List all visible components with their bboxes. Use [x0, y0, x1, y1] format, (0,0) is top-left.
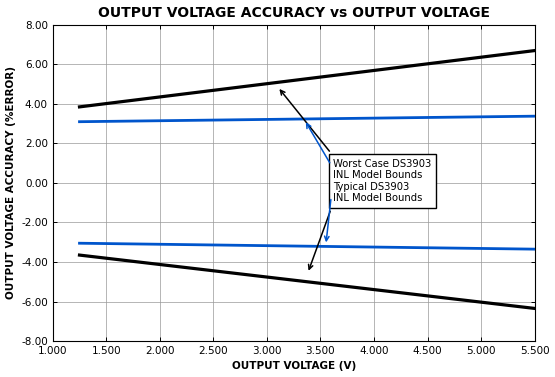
Text: Worst Case DS3903
INL Model Bounds
Typical DS3903
INL Model Bounds: Worst Case DS3903 INL Model Bounds Typic… — [334, 159, 432, 203]
Title: OUTPUT VOLTAGE ACCURACY vs OUTPUT VOLTAGE: OUTPUT VOLTAGE ACCURACY vs OUTPUT VOLTAG… — [98, 6, 490, 20]
X-axis label: OUTPUT VOLTAGE (V): OUTPUT VOLTAGE (V) — [231, 362, 356, 371]
Y-axis label: OUTPUT VOLTAGE ACCURACY (%ERROR): OUTPUT VOLTAGE ACCURACY (%ERROR) — [6, 66, 16, 299]
